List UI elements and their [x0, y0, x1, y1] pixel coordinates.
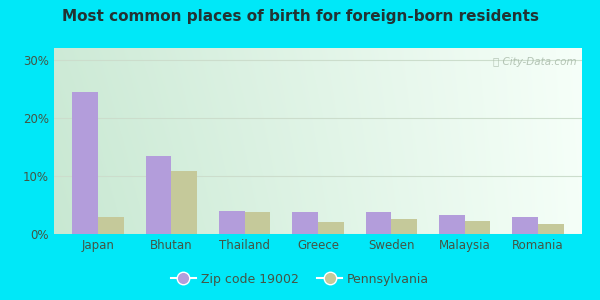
Bar	[318, 222, 344, 234]
Bar	[292, 212, 318, 234]
Bar	[73, 92, 98, 234]
Bar	[391, 220, 417, 234]
Bar	[439, 215, 464, 234]
Bar	[512, 217, 538, 234]
Text: ⓘ City-Data.com: ⓘ City-Data.com	[493, 57, 577, 67]
Bar	[538, 224, 563, 234]
Bar	[146, 155, 172, 234]
Bar	[98, 217, 124, 234]
Bar	[172, 171, 197, 234]
Bar	[219, 211, 245, 234]
Bar	[464, 220, 490, 234]
Bar	[365, 212, 391, 234]
Legend: Zip code 19002, Pennsylvania: Zip code 19002, Pennsylvania	[166, 268, 434, 291]
Bar	[245, 212, 271, 234]
Text: Most common places of birth for foreign-born residents: Most common places of birth for foreign-…	[62, 9, 539, 24]
